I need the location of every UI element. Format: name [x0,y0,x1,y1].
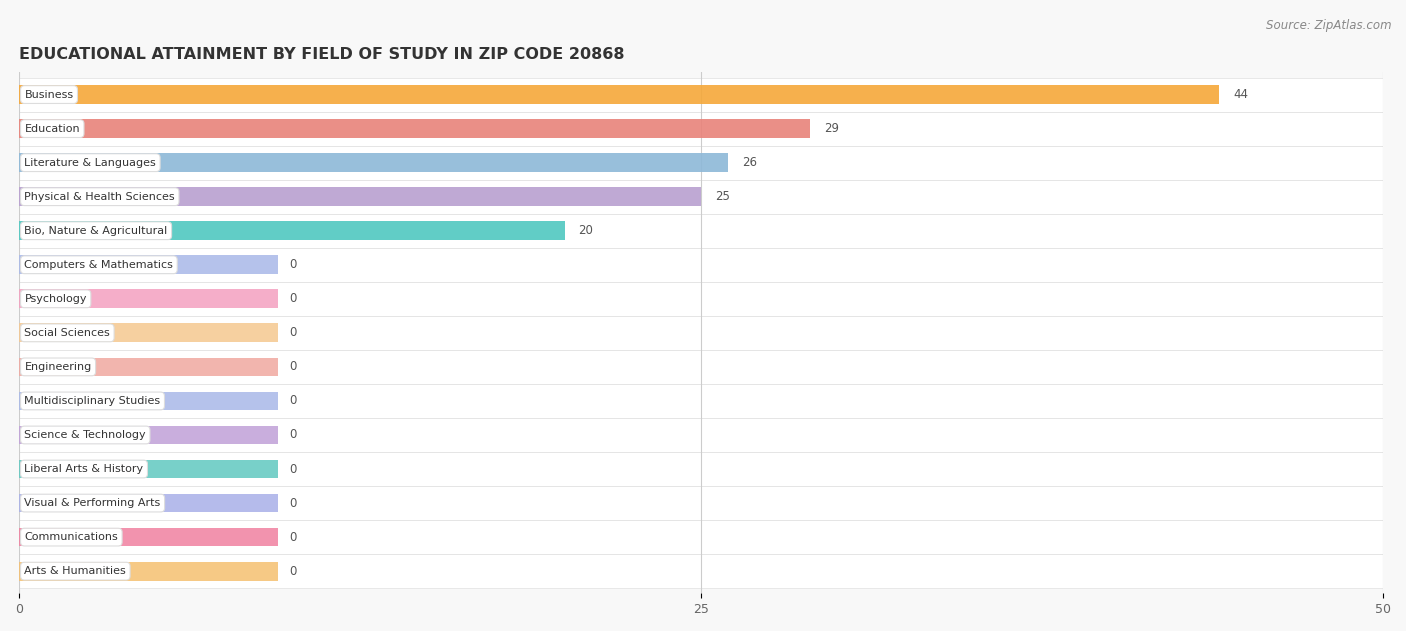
Text: Liberal Arts & History: Liberal Arts & History [24,464,143,474]
Bar [20,324,278,342]
Bar [20,350,1384,384]
Bar [20,392,278,410]
Bar [20,426,278,444]
Text: Multidisciplinary Studies: Multidisciplinary Studies [24,396,160,406]
Bar [20,459,278,478]
Text: 0: 0 [290,463,297,476]
Text: 0: 0 [290,565,297,577]
Bar [20,180,1384,214]
Bar [20,562,278,581]
Text: Social Sciences: Social Sciences [24,328,110,338]
Text: 26: 26 [742,156,756,169]
Text: Engineering: Engineering [24,362,91,372]
Bar [20,146,1384,180]
Text: EDUCATIONAL ATTAINMENT BY FIELD OF STUDY IN ZIP CODE 20868: EDUCATIONAL ATTAINMENT BY FIELD OF STUDY… [20,47,624,62]
Bar [20,554,1384,588]
Bar [20,187,702,206]
Text: Arts & Humanities: Arts & Humanities [24,566,127,576]
Bar [20,85,1219,104]
Text: 0: 0 [290,258,297,271]
Bar [20,290,278,308]
Text: Physical & Health Sciences: Physical & Health Sciences [24,192,176,202]
Text: Science & Technology: Science & Technology [24,430,146,440]
Bar [20,248,1384,282]
Text: Business: Business [24,90,73,100]
Text: Communications: Communications [24,532,118,542]
Text: 25: 25 [714,190,730,203]
Text: Bio, Nature & Agricultural: Bio, Nature & Agricultural [24,226,167,236]
Bar [20,452,1384,486]
Bar [20,418,1384,452]
Text: 0: 0 [290,497,297,510]
Bar [20,214,1384,248]
Text: 0: 0 [290,326,297,339]
Bar [20,119,810,138]
Text: 20: 20 [578,224,593,237]
Text: Visual & Performing Arts: Visual & Performing Arts [24,498,160,508]
Text: 0: 0 [290,394,297,408]
Text: Education: Education [24,124,80,134]
Text: 44: 44 [1233,88,1249,101]
Text: 0: 0 [290,292,297,305]
Text: 0: 0 [290,360,297,374]
Text: 0: 0 [290,531,297,544]
Text: Psychology: Psychology [24,294,87,304]
Bar [20,282,1384,316]
Text: Literature & Languages: Literature & Languages [24,158,156,168]
Text: Computers & Mathematics: Computers & Mathematics [24,260,173,270]
Bar [20,486,1384,520]
Text: 29: 29 [824,122,839,135]
Bar [20,78,1384,112]
Bar [20,316,1384,350]
Bar [20,256,278,274]
Bar [20,112,1384,146]
Text: 0: 0 [290,428,297,442]
Bar [20,221,565,240]
Bar [20,528,278,546]
Bar [20,384,1384,418]
Bar [20,358,278,376]
Text: Source: ZipAtlas.com: Source: ZipAtlas.com [1267,19,1392,32]
Bar [20,520,1384,554]
Bar [20,153,728,172]
Bar [20,493,278,512]
